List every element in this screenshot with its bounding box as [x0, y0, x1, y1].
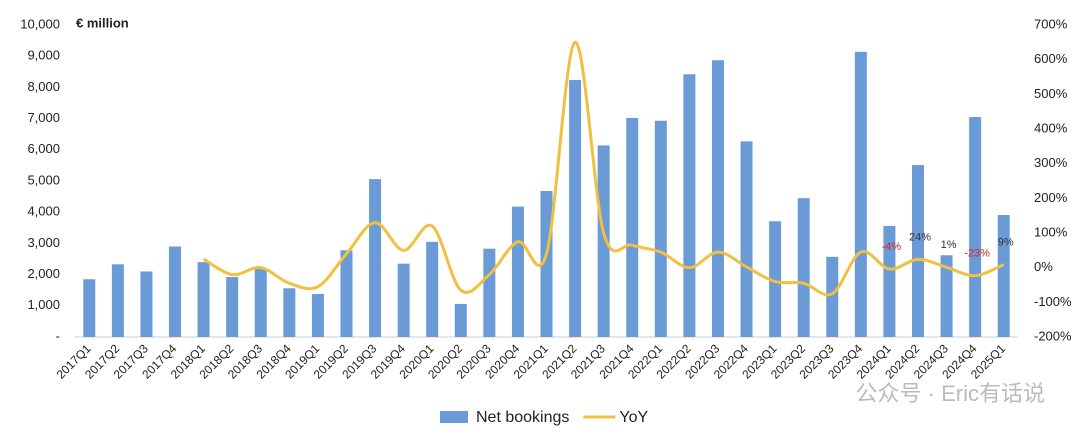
bar	[769, 221, 782, 337]
bar	[911, 165, 924, 337]
data-label: -23%	[964, 248, 990, 260]
y2-tick-label: 600%	[1034, 51, 1068, 66]
bar	[826, 256, 839, 337]
legend-label: Net bookings	[476, 409, 569, 426]
bar	[969, 117, 982, 337]
bar	[83, 279, 96, 337]
bar	[597, 145, 610, 337]
bar	[940, 255, 953, 337]
y-tick-label: 10,000	[20, 16, 60, 31]
legend-label: YoY	[619, 409, 648, 426]
y2-tick-label: 700%	[1034, 16, 1068, 31]
y-tick-label: 7,000	[27, 110, 60, 125]
y-tick-label: 1,000	[27, 297, 60, 312]
y2-tick-label: 0%	[1034, 259, 1053, 274]
bar	[483, 248, 496, 337]
bar	[740, 141, 753, 337]
bar	[683, 74, 696, 338]
bar	[197, 262, 210, 337]
bar	[511, 206, 524, 337]
y-tick-label: 9,000	[27, 48, 60, 63]
legend-swatch	[440, 411, 468, 423]
data-label: 24%	[909, 231, 931, 243]
y2-tick-label: -200%	[1034, 328, 1072, 343]
data-label: 9%	[998, 236, 1014, 248]
bar	[169, 246, 182, 337]
line	[202, 40, 1005, 297]
bar	[854, 51, 867, 337]
bar	[883, 225, 896, 337]
bar	[426, 241, 439, 337]
y-tick-label: 6,000	[27, 141, 60, 156]
y2-tick-label: 100%	[1034, 224, 1068, 239]
bar	[226, 277, 239, 337]
y-tick-label: -	[56, 328, 60, 343]
bar	[369, 179, 382, 337]
bar	[283, 288, 296, 337]
data-label: -4%	[882, 241, 902, 253]
bar	[397, 263, 410, 337]
y-tick-label: 8,000	[27, 79, 60, 94]
bar	[797, 198, 810, 337]
bar	[311, 293, 324, 337]
bar	[340, 250, 353, 337]
y-tick-label: 3,000	[27, 235, 60, 250]
watermark: 公众号 · Eric有话说	[856, 381, 1045, 406]
data-label: 1%	[941, 239, 957, 251]
y2-tick-label: -100%	[1034, 294, 1072, 309]
bar	[111, 264, 124, 337]
y2-tick-label: 200%	[1034, 190, 1068, 205]
bar	[569, 79, 582, 338]
bar	[997, 215, 1010, 337]
y2-tick-label: 500%	[1034, 86, 1068, 101]
y-tick-label: 5,000	[27, 172, 60, 187]
bar	[711, 60, 724, 337]
unit-label: € million	[76, 15, 129, 30]
bar	[654, 120, 667, 337]
y-tick-label: 4,000	[27, 204, 60, 219]
y2-tick-label: 300%	[1034, 155, 1068, 170]
bar	[140, 271, 153, 337]
bar	[254, 268, 267, 337]
bar	[454, 303, 467, 337]
y2-tick-label: 400%	[1034, 120, 1068, 135]
y-tick-label: 2,000	[27, 266, 60, 281]
bar	[626, 117, 639, 337]
